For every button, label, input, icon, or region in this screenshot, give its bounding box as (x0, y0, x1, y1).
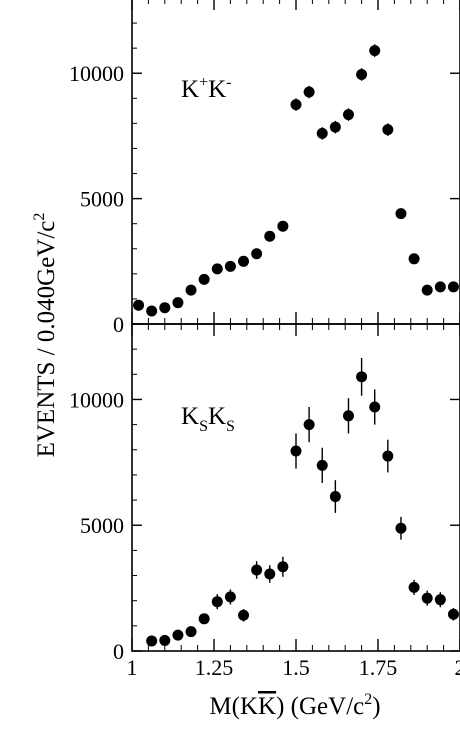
panel-label-part: - (226, 74, 231, 91)
panel-label-part: S (199, 418, 208, 435)
data-point (342, 410, 354, 422)
data-point (264, 230, 276, 242)
data-point (447, 608, 459, 620)
x-axis-label-pre: M(K (209, 693, 258, 720)
data-point (277, 220, 289, 232)
data-point (329, 121, 341, 133)
data-point (369, 401, 381, 413)
data-point (356, 371, 368, 383)
data-point (264, 568, 276, 580)
data-point (198, 613, 210, 625)
panel-label-part: S (226, 418, 235, 435)
y-axis-label-main: EVENTS / 0.040GeV/c (33, 221, 60, 458)
panel-frame-top (131, 0, 460, 325)
data-point (290, 445, 302, 457)
y-tick-label: 0 (113, 312, 124, 337)
data-point (434, 281, 446, 293)
x-axis-label-superscript: 2 (364, 691, 372, 708)
data-point (146, 635, 158, 647)
x-tick-label: 1.5 (282, 655, 310, 680)
data-point (172, 629, 184, 641)
data-point (447, 281, 459, 293)
y-tick-label: 5000 (80, 513, 124, 538)
data-point (421, 592, 433, 604)
data-point (290, 99, 302, 111)
data-point (434, 594, 446, 606)
panel-label-part: + (199, 74, 208, 91)
data-point (421, 284, 433, 296)
panel-frame-bottom (131, 323, 460, 652)
x-tick-label: 2 (455, 655, 460, 680)
panel-label-part: K (208, 403, 226, 430)
data-point (316, 127, 328, 139)
data-point (408, 581, 420, 593)
data-point (185, 284, 197, 296)
data-point (211, 596, 223, 608)
x-tick-label: 1.25 (195, 655, 234, 680)
data-point (159, 634, 171, 646)
x-axis-label-close: ) (372, 693, 380, 720)
y-axis-label-superscript: 2 (31, 213, 48, 221)
panel-label-bottom: KSKS (181, 403, 235, 435)
x-axis-label-post: ) (GeV/c (276, 693, 364, 720)
data-point (146, 305, 158, 317)
data-point (224, 591, 236, 603)
data-point (159, 302, 171, 314)
data-point (369, 45, 381, 57)
data-point (251, 248, 263, 260)
data-point (198, 273, 210, 285)
panel-label-part: K (181, 76, 199, 103)
data-point (408, 253, 420, 265)
data-point (395, 522, 407, 534)
data-point (185, 626, 197, 638)
data-point (224, 260, 236, 272)
data-point (316, 459, 328, 471)
y-tick-label: 10000 (69, 61, 124, 86)
data-point (382, 124, 394, 136)
data-point (382, 450, 394, 462)
data-point (395, 208, 407, 220)
data-point (303, 419, 315, 431)
data-point (329, 491, 341, 503)
x-axis-label-kbar: K (258, 693, 276, 720)
y-tick-label: 10000 (69, 387, 124, 412)
data-point (211, 263, 223, 275)
data-point (172, 297, 184, 309)
panel-label-top: K+K- (181, 74, 231, 103)
data-point (342, 109, 354, 121)
y-tick-label: 0 (113, 639, 124, 664)
y-tick-label: 5000 (80, 187, 124, 212)
panel-label-part: K (181, 403, 199, 430)
data-point (238, 609, 250, 621)
data-point (277, 561, 289, 573)
y-axis-label: EVENTS / 0.040GeV/c2 (31, 213, 60, 458)
data-point (356, 68, 368, 80)
data-point (303, 86, 315, 98)
panel-label-part: K (208, 76, 226, 103)
data-point (251, 564, 263, 576)
data-point (238, 255, 250, 267)
x-axis-label: M(KK) (GeV/c2) (209, 691, 380, 720)
x-tick-label: 1 (127, 655, 138, 680)
x-tick-label: 1.75 (359, 655, 398, 680)
data-point (133, 299, 145, 311)
